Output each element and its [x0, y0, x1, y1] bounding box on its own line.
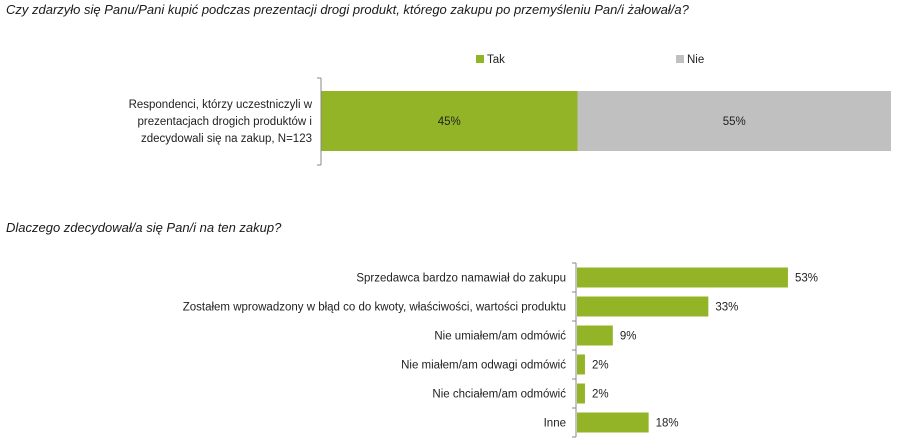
category-label: Nie umiałem/am odmówić [434, 331, 566, 343]
chart2-title: Dlaczego zdecydował/a się Pan/i na ten z… [6, 220, 282, 235]
category-label: Nie miałem/am odwagi odmówić [401, 360, 566, 372]
bar-value-label: 9% [620, 331, 637, 343]
chart1-title: Czy zdarzyło się Panu/Pani kupić podczas… [6, 2, 689, 17]
category-label: Sprzedawca bardzo namawiał do zakupu [356, 273, 566, 285]
legend-swatch-tak [476, 55, 484, 63]
bar [577, 267, 788, 288]
bar-value-label: 2% [592, 389, 609, 401]
category-label-line: Respondenci, którzy uczestniczyli w [129, 99, 313, 111]
bar [577, 354, 585, 375]
legend-label-tak: Tak [487, 54, 505, 66]
category-label: Inne [544, 418, 566, 430]
category-label-line: prezentacjach drogich produktów i [137, 116, 312, 128]
bar-value-label: 53% [795, 273, 818, 285]
legend-swatch-nie [676, 55, 684, 63]
bar [577, 296, 709, 317]
category-label: Nie chciałem/am odmówić [432, 389, 566, 401]
bar [577, 412, 649, 433]
bar-nie [577, 91, 891, 151]
bar [577, 383, 585, 404]
category-label: Zostałem wprowadzony w błąd co do kwoty,… [183, 302, 566, 314]
category-label-line: zdecydowali się na zakup, N=123 [141, 133, 312, 145]
bar-value-label: 18% [656, 418, 679, 430]
bar-label-nie: 55% [723, 116, 746, 128]
bar [577, 325, 613, 346]
bar-tak [321, 91, 578, 151]
bar-label-tak: 45% [438, 116, 461, 128]
legend-label-nie: Nie [687, 54, 704, 66]
bar-value-label: 2% [592, 360, 609, 372]
bar-value-label: 33% [715, 302, 738, 314]
